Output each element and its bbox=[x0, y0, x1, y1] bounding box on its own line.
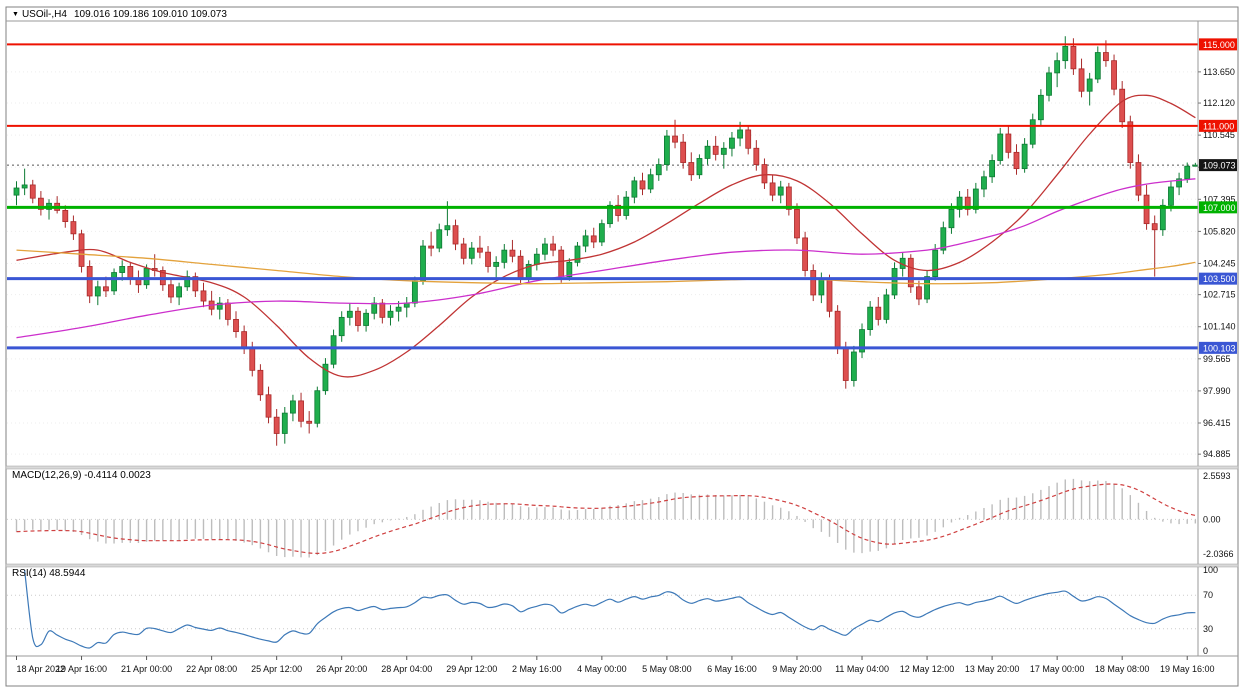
macd-axis-label: 0.00 bbox=[1203, 514, 1221, 524]
ma-slow-orange bbox=[16, 249, 1196, 285]
date-tick-label: 18 Apr 2022 bbox=[17, 664, 66, 674]
price-tick-label: 104.245 bbox=[1203, 258, 1236, 268]
price-tick-label: 112.120 bbox=[1203, 98, 1235, 108]
date-tick-label: 4 May 00:00 bbox=[577, 664, 627, 674]
price-tick-label: 94.885 bbox=[1203, 449, 1231, 459]
date-tick-label: 29 Apr 12:00 bbox=[446, 664, 497, 674]
price-line-label: 111.000 bbox=[1199, 119, 1237, 132]
date-tick-label: 11 May 04:00 bbox=[835, 664, 889, 674]
rsi-axis-label: 70 bbox=[1203, 590, 1213, 600]
rsi-indicator-label: RSI(14) 48.5944 bbox=[12, 568, 85, 579]
rsi-name: RSI(14) bbox=[12, 568, 47, 579]
date-tick-label: 26 Apr 20:00 bbox=[316, 664, 367, 674]
price-tick-label: 102.715 bbox=[1203, 290, 1236, 300]
svg-text:109.073: 109.073 bbox=[1203, 161, 1236, 171]
panel-splitter[interactable] bbox=[5, 563, 1239, 568]
date-tick-label: 17 May 00:00 bbox=[1030, 664, 1085, 674]
date-tick-label: 25 Apr 12:00 bbox=[251, 664, 302, 674]
panel-splitter[interactable] bbox=[5, 465, 1239, 470]
date-tick-label: 21 Apr 00:00 bbox=[121, 664, 172, 674]
symbol-dropdown-icon[interactable]: ▼ bbox=[12, 11, 19, 18]
price-tick-label: 105.820 bbox=[1203, 226, 1236, 236]
rsi-line bbox=[24, 569, 1196, 649]
ma-fast-red bbox=[16, 94, 1196, 378]
svg-text:100.103: 100.103 bbox=[1203, 343, 1236, 353]
date-tick-label: 6 May 16:00 bbox=[707, 664, 757, 674]
rsi-axis-label: 0 bbox=[1203, 646, 1208, 656]
ma-mid-magenta bbox=[16, 178, 1196, 339]
symbol-period-label: USOil-,H4 bbox=[21, 9, 67, 20]
date-tick-label: 2 May 16:00 bbox=[512, 664, 562, 674]
price-tick-label: 110.545 bbox=[1203, 130, 1235, 140]
price-line-label: 115.000 bbox=[1199, 38, 1237, 51]
price-line-label: 100.103 bbox=[1199, 341, 1237, 354]
rsi-axis-label: 100 bbox=[1203, 565, 1218, 575]
date-tick-label: 19 Apr 16:00 bbox=[56, 664, 107, 674]
date-tick-label: 22 Apr 08:00 bbox=[186, 664, 237, 674]
svg-text:115.000: 115.000 bbox=[1203, 40, 1235, 50]
svg-text:107.000: 107.000 bbox=[1203, 203, 1236, 213]
price-tick-label: 96.415 bbox=[1203, 418, 1231, 428]
date-tick-label: 9 May 20:00 bbox=[772, 664, 822, 674]
date-tick-label: 12 May 12:00 bbox=[900, 664, 955, 674]
macd-signal-line bbox=[16, 483, 1196, 555]
macd-axis-label: 2.5593 bbox=[1203, 471, 1231, 481]
price-tick-label: 97.990 bbox=[1203, 386, 1231, 396]
macd-indicator-label: MACD(12,26,9) -0.4114 0.0023 bbox=[12, 470, 151, 481]
rsi-axis-label: 30 bbox=[1203, 624, 1213, 634]
macd-values: -0.4114 0.0023 bbox=[84, 470, 151, 481]
price-line-label: 107.000 bbox=[1199, 201, 1237, 214]
date-tick-label: 5 May 08:00 bbox=[642, 664, 692, 674]
svg-text:103.500: 103.500 bbox=[1203, 274, 1236, 284]
ohlc-values: 109.016 109.186 109.010 109.073 bbox=[73, 9, 227, 20]
rsi-value: 48.5944 bbox=[49, 568, 86, 579]
macd-histogram bbox=[15, 478, 1197, 558]
date-tick-label: 18 May 08:00 bbox=[1095, 664, 1150, 674]
date-tick-label: 28 Apr 04:00 bbox=[381, 664, 432, 674]
macd-name: MACD(12,26,9) bbox=[12, 470, 82, 481]
price-tick-label: 101.140 bbox=[1203, 322, 1236, 332]
price-tick-label: 99.565 bbox=[1203, 354, 1231, 364]
date-tick-label: 13 May 20:00 bbox=[965, 664, 1020, 674]
price-tick-label: 107.395 bbox=[1203, 194, 1236, 204]
price-line-label: 109.073 bbox=[1199, 159, 1237, 172]
price-line-label: 103.500 bbox=[1199, 272, 1237, 285]
date-tick-label: 19 May 16:00 bbox=[1160, 664, 1215, 674]
svg-text:111.000: 111.000 bbox=[1203, 121, 1234, 131]
macd-axis-label: -2.0366 bbox=[1203, 549, 1234, 559]
price-tick-label: 113.650 bbox=[1203, 67, 1235, 77]
chart-header: ▼ USOil-,H4 109.016 109.186 109.010 109.07… bbox=[12, 9, 227, 20]
